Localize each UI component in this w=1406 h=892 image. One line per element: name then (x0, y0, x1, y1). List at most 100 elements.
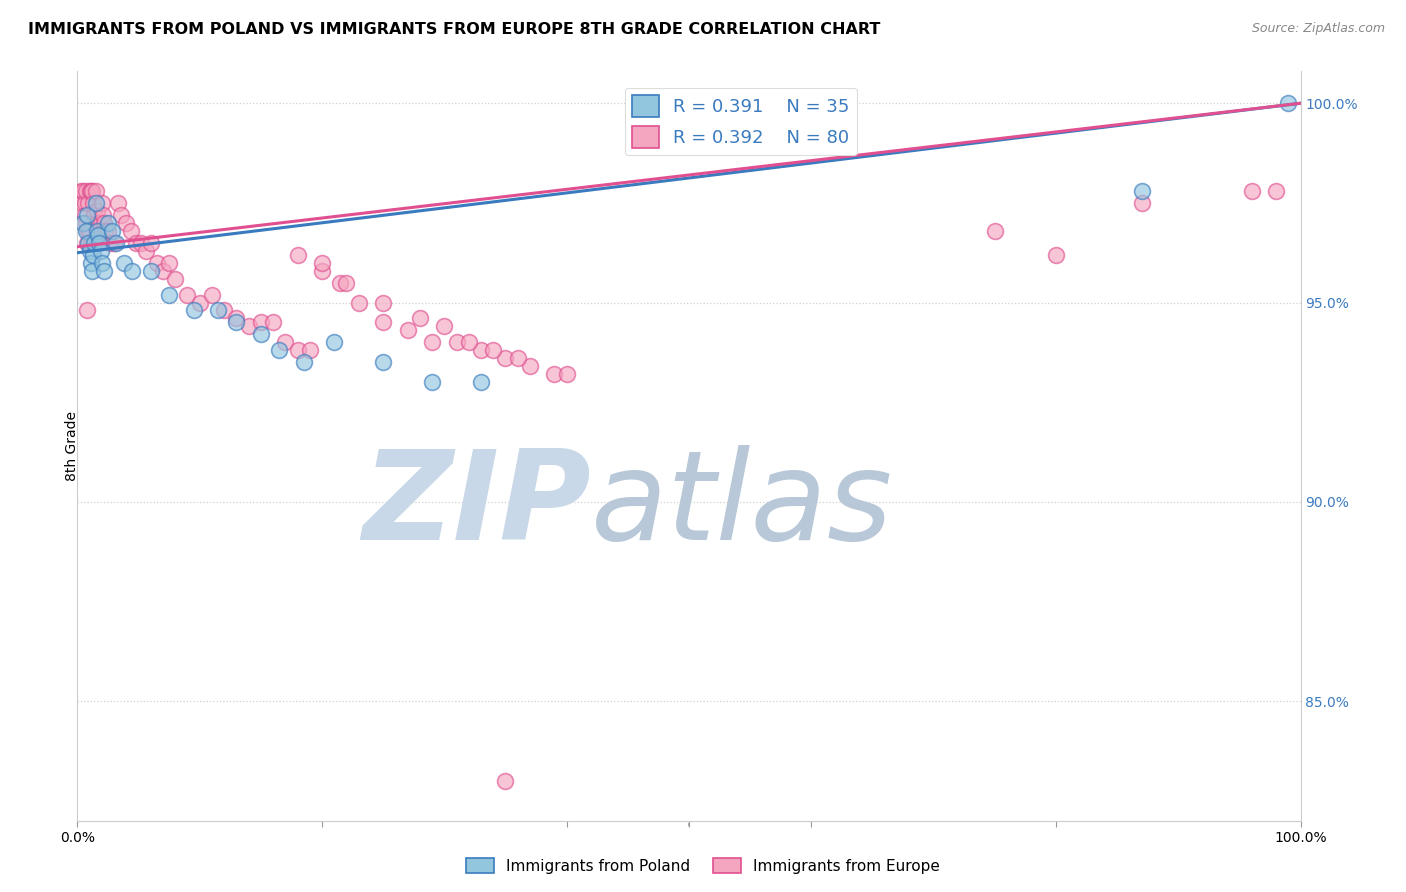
Point (1130, 195, 1153, 210)
Point (70, 195, 93, 210)
Point (97, 224, 120, 238)
Point (83, 235, 105, 250)
Point (329, 276, 352, 290)
Text: atlas: atlas (591, 445, 893, 566)
Point (107, 195, 129, 210)
Point (1130, 184, 1153, 198)
Point (129, 235, 152, 250)
Point (482, 343, 505, 358)
Point (457, 335, 479, 350)
Point (433, 319, 456, 334)
Point (125, 235, 148, 250)
Point (79, 184, 101, 198)
Point (446, 335, 468, 350)
Point (73, 195, 96, 210)
Point (984, 224, 1007, 238)
Point (89, 235, 111, 250)
Point (188, 295, 211, 310)
Point (139, 263, 162, 277)
Point (76, 208, 98, 222)
Point (238, 319, 260, 334)
Point (90, 255, 112, 269)
Point (176, 287, 198, 301)
Point (80, 235, 103, 250)
Point (87, 216, 110, 230)
Point (80, 263, 103, 277)
Legend: R = 0.391    N = 35, R = 0.392    N = 80: R = 0.391 N = 35, R = 0.392 N = 80 (624, 88, 856, 155)
Point (311, 263, 333, 277)
Point (298, 343, 321, 358)
Point (311, 255, 333, 269)
Point (335, 276, 357, 290)
Point (79, 244, 101, 258)
Point (292, 355, 315, 369)
Point (91, 208, 114, 222)
Point (110, 208, 132, 222)
Point (76, 303, 98, 318)
Point (1045, 248, 1067, 262)
Point (89, 224, 111, 238)
Point (79, 224, 101, 238)
Point (87, 227, 110, 242)
Point (1265, 184, 1288, 198)
Point (90, 195, 112, 210)
Point (103, 235, 125, 250)
Point (1240, 184, 1263, 198)
Point (420, 335, 443, 350)
Y-axis label: 8th Grade: 8th Grade (65, 411, 79, 481)
Point (139, 235, 162, 250)
Point (371, 295, 394, 310)
Point (165, 271, 187, 285)
Point (98, 235, 121, 250)
Legend: Immigrants from Poland, Immigrants from Europe: Immigrants from Poland, Immigrants from … (460, 852, 946, 880)
Point (105, 235, 128, 250)
Point (93, 216, 115, 230)
Point (250, 315, 273, 329)
Point (152, 263, 174, 277)
Point (90, 244, 112, 258)
Point (555, 368, 578, 382)
Point (80, 184, 103, 198)
Point (146, 255, 169, 269)
Point (269, 343, 291, 358)
Point (420, 376, 443, 390)
Point (506, 351, 529, 366)
Point (75, 224, 97, 238)
Point (371, 315, 394, 329)
Point (115, 216, 138, 230)
Point (519, 359, 541, 374)
Point (100, 224, 122, 238)
Point (347, 295, 370, 310)
Point (77, 224, 100, 238)
Point (77, 195, 100, 210)
Point (183, 303, 205, 318)
Point (75, 184, 97, 198)
Text: ZIP: ZIP (363, 445, 591, 566)
Point (207, 303, 229, 318)
Point (371, 355, 394, 369)
Point (80, 184, 103, 198)
Text: Source: ZipAtlas.com: Source: ZipAtlas.com (1251, 22, 1385, 36)
Point (70, 184, 93, 198)
Point (135, 244, 157, 258)
Point (72, 216, 94, 230)
Point (495, 773, 517, 788)
Point (287, 248, 309, 262)
Point (93, 263, 115, 277)
Point (396, 323, 419, 337)
Point (543, 368, 565, 382)
Point (470, 376, 492, 390)
Point (225, 315, 247, 329)
Point (73, 208, 96, 222)
Point (262, 315, 284, 329)
Point (157, 287, 180, 301)
Text: IMMIGRANTS FROM POLAND VS IMMIGRANTS FROM EUROPE 8TH GRADE CORRELATION CHART: IMMIGRANTS FROM POLAND VS IMMIGRANTS FRO… (28, 22, 880, 37)
Point (77, 235, 100, 250)
Point (470, 343, 492, 358)
Point (83, 208, 105, 222)
Point (80, 255, 103, 269)
Point (409, 311, 432, 326)
Point (250, 327, 273, 342)
Point (72, 184, 94, 198)
Point (84, 184, 107, 198)
